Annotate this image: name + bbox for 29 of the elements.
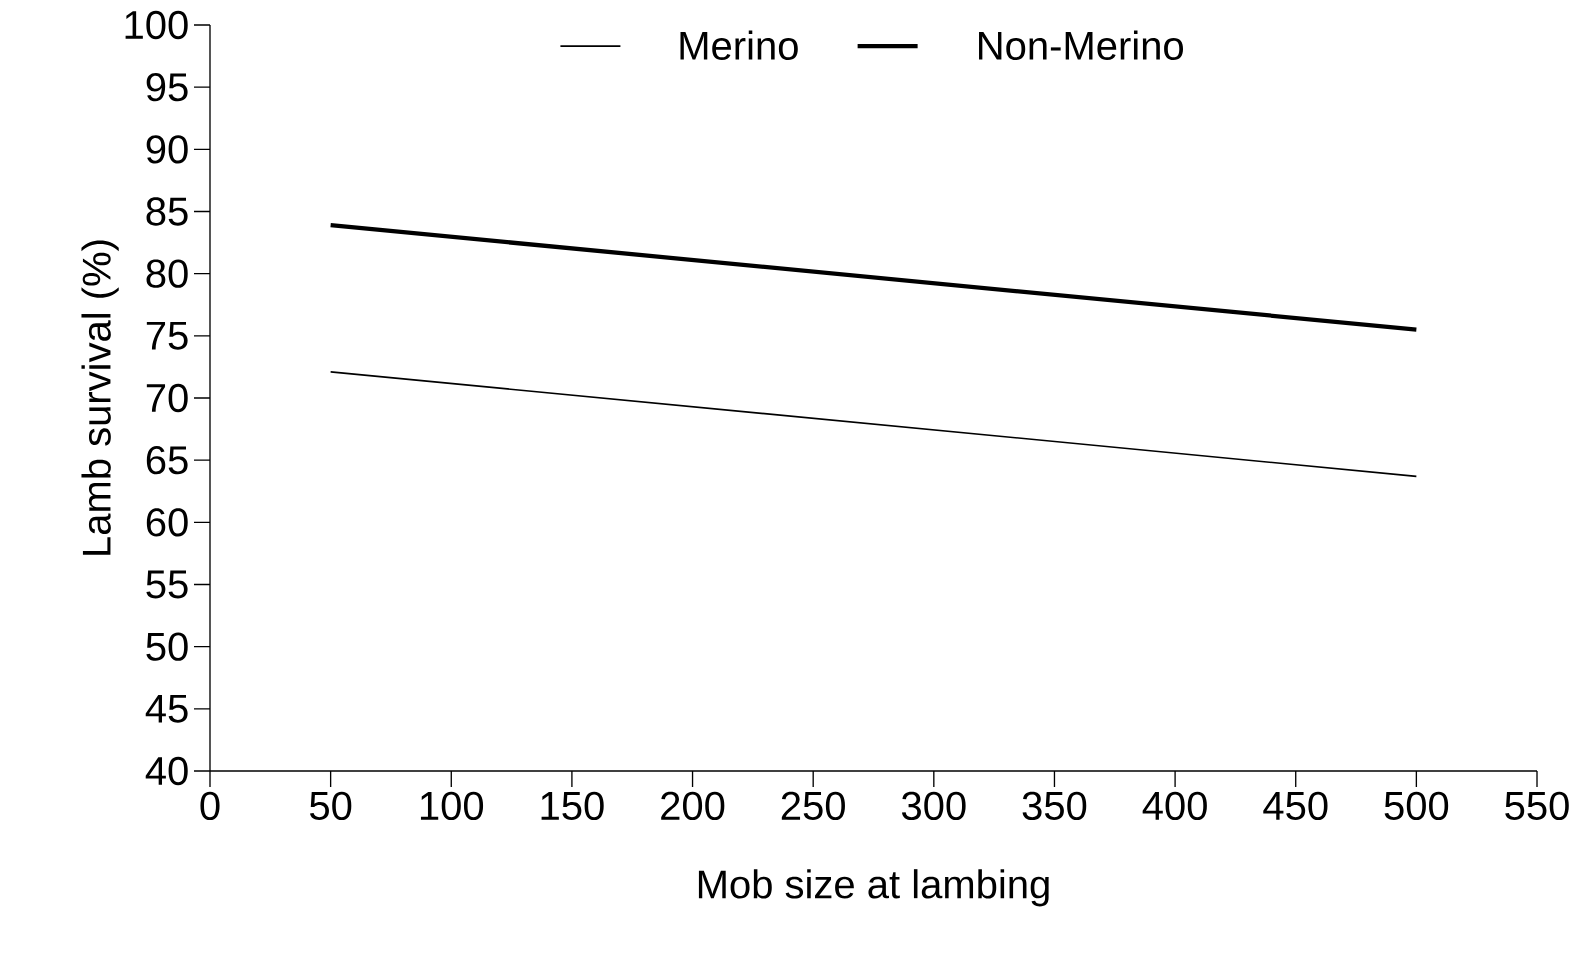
y-tick-label: 80 [146, 259, 188, 288]
y-tick-label: 40 [145, 756, 188, 786]
x-tick-label: 550 [1505, 791, 1569, 821]
y-tick-label: 95 [146, 73, 188, 102]
x-tick-label: 0 [200, 791, 220, 821]
x-tick-label: 300 [901, 791, 966, 821]
legend-label: Non-Merino [979, 30, 1183, 60]
x-tick-label: 50 [310, 791, 352, 821]
x-tick-label: 200 [661, 791, 725, 821]
y-axis-title: Lamb survival (%) [81, 240, 119, 555]
y-tick-label: 85 [146, 197, 188, 226]
x-tick-label: 500 [1384, 791, 1449, 821]
legend-label: Merino [680, 30, 798, 60]
y-tick-label: 60 [146, 508, 188, 537]
x-tick-label: 450 [1263, 791, 1328, 821]
y-tick-label: 75 [146, 321, 188, 350]
y-tick-label: 90 [146, 135, 188, 164]
x-tick-label: 350 [1022, 791, 1087, 821]
y-tick-label: 70 [146, 383, 188, 413]
x-tick-label: 400 [1142, 791, 1207, 821]
y-tick-label: 55 [146, 570, 188, 599]
y-tick-label: 50 [146, 632, 188, 661]
y-tick-label: 100 [125, 10, 188, 40]
x-axis-title: Mob size at lambing [698, 869, 1049, 907]
x-tick-label: 250 [781, 791, 845, 821]
x-tick-label: 100 [420, 791, 484, 821]
y-tick-label: 65 [146, 446, 188, 475]
y-tick-label: 45 [145, 694, 188, 723]
x-tick-label: 150 [541, 791, 604, 821]
